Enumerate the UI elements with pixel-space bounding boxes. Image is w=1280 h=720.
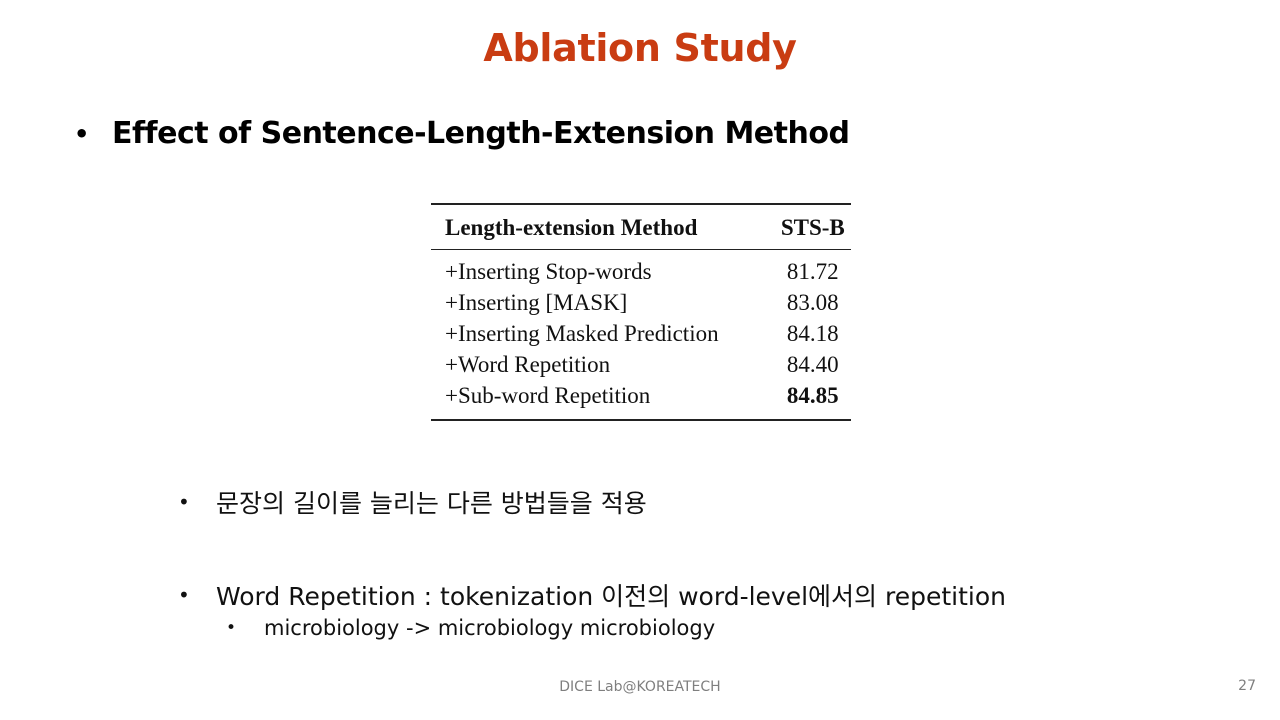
method-cell: +Inserting [MASK] — [445, 290, 628, 315]
table-row: +Inserting Stop-words 81.72 — [431, 250, 851, 288]
sub-bullet-item: • microbiology -> microbiology microbiol… — [226, 616, 715, 640]
score-cell: 84.40 — [786, 352, 839, 377]
bullet-text: Word Repetition : tokenization 이전의 word-… — [216, 582, 1006, 611]
bullet-marker: • — [74, 119, 90, 148]
bullet-marker: • — [178, 583, 190, 607]
bullet-item: • Word Repetition : tokenization 이전의 wor… — [178, 577, 1006, 613]
bullet-marker: • — [226, 618, 237, 638]
score-cell: 81.72 — [786, 259, 839, 284]
table-row: +Word Repetition 84.40 — [431, 349, 851, 380]
table-header-row: Length-extension Method STS-B — [431, 204, 851, 250]
table-row: +Inserting [MASK] 83.08 — [431, 287, 851, 318]
score-cell: 84.18 — [786, 321, 839, 346]
footer-text: DICE Lab@KOREATECH — [559, 679, 721, 695]
best-score-cell: 84.85 — [786, 383, 839, 408]
main-bullet-text: Effect of Sentence-Length-Extension Meth… — [112, 116, 850, 151]
main-bullet: • Effect of Sentence-Length-Extension Me… — [74, 116, 850, 151]
method-cell: +Sub-word Repetition — [445, 383, 651, 408]
table-row: +Inserting Masked Prediction 84.18 — [431, 318, 851, 349]
bullet-marker: • — [178, 490, 190, 514]
header-score: STS-B — [780, 215, 845, 240]
sub-bullet-text: microbiology -> microbiology microbiolog… — [264, 616, 716, 640]
method-cell: +Inserting Masked Prediction — [445, 321, 719, 346]
results-table: Length-extension Method STS-B +Inserting… — [431, 203, 851, 421]
method-cell: +Inserting Stop-words — [445, 259, 652, 284]
score-cell: 83.08 — [786, 290, 839, 315]
bullet-text: 문장의 길이를 늘리는 다른 방법들을 적용 — [216, 489, 647, 518]
table-row: +Sub-word Repetition 84.85 — [431, 380, 851, 420]
slide-title: Ablation Study — [483, 26, 797, 70]
method-cell: +Word Repetition — [445, 352, 611, 377]
header-method: Length-extension Method — [445, 215, 698, 240]
page-number: 27 — [1238, 678, 1256, 694]
bullet-item: • 문장의 길이를 늘리는 다른 방법들을 적용 — [178, 484, 647, 520]
